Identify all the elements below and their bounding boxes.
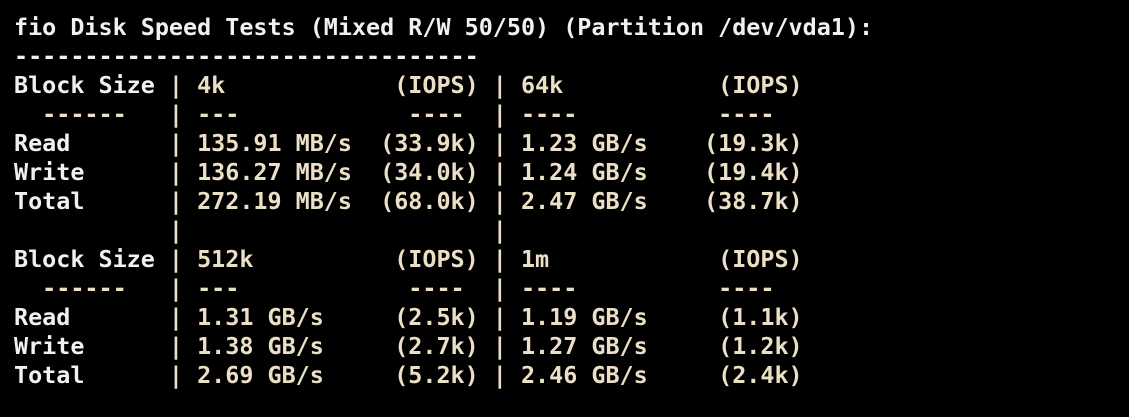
row-label: Read	[14, 303, 169, 331]
row-label: Block Size	[14, 71, 169, 99]
table-spacer-row: | |	[14, 216, 1129, 245]
table-data-row: Write | 1.38 GB/s (2.7k) | 1.27 GB/s (1.…	[14, 332, 1129, 361]
row-label: Total	[14, 187, 169, 215]
row-values: | 4k (IOPS) | 64k (IOPS)	[168, 71, 803, 99]
row-values: | 512k (IOPS) | 1m (IOPS)	[168, 245, 803, 273]
table-separator-row: ------ | --- ---- | ---- ----	[14, 100, 1129, 129]
table-data-row: Total | 272.19 MB/s (68.0k) | 2.47 GB/s …	[14, 187, 1129, 216]
table-header-row: Block Size | 4k (IOPS) | 64k (IOPS)	[14, 71, 1129, 100]
row-values: | 272.19 MB/s (68.0k) | 2.47 GB/s (38.7k…	[168, 187, 803, 215]
row-values: | 1.31 GB/s (2.5k) | 1.19 GB/s (1.1k)	[168, 303, 803, 331]
row-label: Block Size	[14, 245, 169, 273]
row-values: | 2.69 GB/s (5.2k) | 2.46 GB/s (2.4k)	[168, 361, 803, 389]
row-values: | 135.91 MB/s (33.9k) | 1.23 GB/s (19.3k…	[168, 129, 803, 157]
row-values: | 136.27 MB/s (34.0k) | 1.24 GB/s (19.4k…	[168, 158, 803, 186]
row-label: Write	[14, 332, 169, 360]
table-data-row: Write | 136.27 MB/s (34.0k) | 1.24 GB/s …	[14, 158, 1129, 187]
row-values: | 1.38 GB/s (2.7k) | 1.27 GB/s (1.2k)	[168, 332, 803, 360]
page-title: fio Disk Speed Tests (Mixed R/W 50/50) (…	[14, 13, 874, 41]
table-data-row: Read | 135.91 MB/s (33.9k) | 1.23 GB/s (…	[14, 129, 1129, 158]
row-values: | |	[14, 216, 507, 244]
row-label: Write	[14, 158, 169, 186]
row-values: ------ | --- ---- | ---- ----	[14, 100, 789, 128]
table-data-row: Read | 1.31 GB/s (2.5k) | 1.19 GB/s (1.1…	[14, 303, 1129, 332]
title-line: fio Disk Speed Tests (Mixed R/W 50/50) (…	[14, 13, 1129, 42]
title-separator: ---------------------------------	[14, 42, 1129, 71]
table-separator-row: ------ | --- ---- | ---- ----	[14, 274, 1129, 303]
table-header-row: Block Size | 512k (IOPS) | 1m (IOPS)	[14, 245, 1129, 274]
row-label: Read	[14, 129, 169, 157]
row-label: Total	[14, 361, 169, 389]
row-label: ---------------------------------	[14, 42, 479, 70]
row-values: ------ | --- ---- | ---- ----	[14, 274, 789, 302]
table-data-row: Total | 2.69 GB/s (5.2k) | 2.46 GB/s (2.…	[14, 361, 1129, 390]
